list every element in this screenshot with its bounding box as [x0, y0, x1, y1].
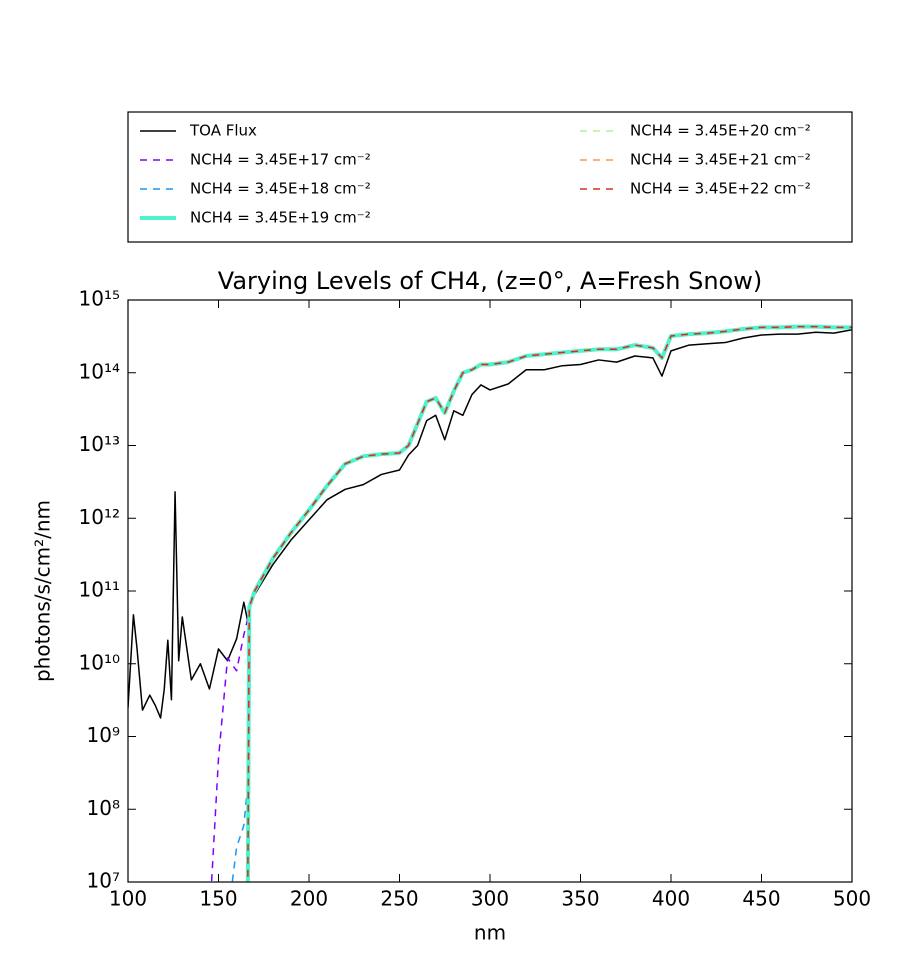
y-tick-label: 10⁸	[87, 796, 120, 820]
series-line	[247, 325, 852, 882]
x-tick-label: 500	[833, 887, 871, 911]
y-tick-label: 10¹⁴	[79, 359, 120, 383]
series-line	[210, 325, 852, 882]
plot-lines	[128, 324, 852, 882]
x-tick-label: 100	[109, 887, 147, 911]
legend-label: NCH4 = 3.45E+19 cm⁻²	[190, 209, 371, 227]
y-tick-label: 10¹³	[79, 432, 120, 456]
y-tick-label: 10¹¹	[79, 578, 120, 602]
x-tick-label: 250	[380, 887, 418, 911]
x-tick-label: 400	[652, 887, 690, 911]
x-tick-label: 200	[290, 887, 328, 911]
legend-label: NCH4 = 3.45E+22 cm⁻²	[630, 180, 811, 198]
y-tick-label: 10¹²	[79, 505, 120, 529]
plot-frame	[127, 299, 853, 883]
y-tick-label: 10¹⁵	[79, 287, 120, 311]
legend-label: TOA Flux	[189, 122, 257, 140]
series-line	[245, 324, 852, 882]
x-axis-label: nm	[474, 921, 506, 945]
legend-label: NCH4 = 3.45E+20 cm⁻²	[630, 122, 811, 140]
chart-title: Varying Levels of CH4, (z=0°, A=Fresh Sn…	[218, 267, 762, 295]
series-line	[247, 325, 852, 882]
y-axis-label: photons/s/cm²/nm	[31, 500, 55, 682]
series-line	[128, 329, 852, 719]
legend-box	[127, 111, 853, 243]
y-tick-label: 10⁷	[87, 869, 120, 893]
legend-label: NCH4 = 3.45E+17 cm⁻²	[190, 151, 371, 169]
legend-label: NCH4 = 3.45E+18 cm⁻²	[190, 180, 371, 198]
x-tick-label: 350	[561, 887, 599, 911]
y-tick-label: 10¹⁰	[79, 650, 120, 674]
series-line	[231, 325, 852, 882]
x-tick-label: 300	[471, 887, 509, 911]
series-line	[247, 325, 852, 882]
x-tick-label: 450	[742, 887, 780, 911]
y-tick-label: 10⁹	[87, 723, 120, 747]
legend-label: NCH4 = 3.45E+21 cm⁻²	[630, 151, 811, 169]
x-tick-label: 150	[199, 887, 237, 911]
